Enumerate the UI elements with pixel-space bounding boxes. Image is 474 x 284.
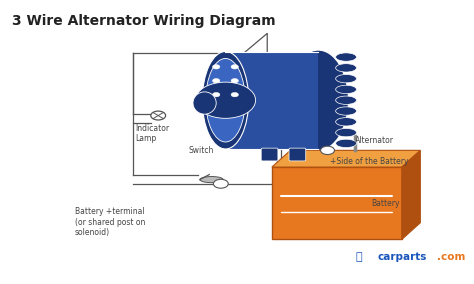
- Ellipse shape: [336, 96, 356, 105]
- Text: Battery +terminal
(or shared post on
solenoid): Battery +terminal (or shared post on sol…: [75, 207, 145, 237]
- Circle shape: [213, 179, 228, 188]
- Circle shape: [231, 78, 238, 83]
- Text: Alternator: Alternator: [356, 136, 394, 145]
- Ellipse shape: [336, 74, 356, 83]
- Circle shape: [231, 64, 238, 69]
- Polygon shape: [272, 150, 420, 167]
- FancyBboxPatch shape: [261, 148, 278, 161]
- Ellipse shape: [200, 177, 223, 183]
- Ellipse shape: [336, 85, 356, 94]
- Text: Ⓔ: Ⓔ: [356, 252, 362, 262]
- Ellipse shape: [206, 59, 245, 142]
- Ellipse shape: [193, 92, 216, 114]
- Ellipse shape: [336, 118, 356, 126]
- Circle shape: [231, 92, 238, 97]
- Circle shape: [212, 64, 220, 69]
- Text: .com: .com: [437, 252, 465, 262]
- Text: Battery: Battery: [372, 199, 400, 208]
- Ellipse shape: [336, 128, 356, 137]
- Text: Switch: Switch: [188, 146, 214, 155]
- Ellipse shape: [336, 64, 356, 72]
- FancyBboxPatch shape: [289, 148, 306, 161]
- Circle shape: [151, 111, 165, 120]
- Ellipse shape: [336, 53, 356, 61]
- Ellipse shape: [288, 50, 348, 150]
- Circle shape: [195, 82, 255, 118]
- Circle shape: [212, 92, 220, 97]
- Ellipse shape: [336, 139, 356, 148]
- Polygon shape: [226, 51, 318, 149]
- Ellipse shape: [202, 51, 249, 149]
- Text: +Side of the Battery: +Side of the Battery: [330, 157, 409, 166]
- Polygon shape: [402, 150, 420, 239]
- Text: carparts: carparts: [378, 252, 427, 262]
- Circle shape: [212, 78, 220, 83]
- Text: Indicator
Lamp: Indicator Lamp: [135, 124, 169, 143]
- Circle shape: [320, 146, 335, 154]
- Text: 3 Wire Alternator Wiring Diagram: 3 Wire Alternator Wiring Diagram: [12, 14, 276, 28]
- Ellipse shape: [336, 107, 356, 115]
- FancyBboxPatch shape: [272, 167, 402, 239]
